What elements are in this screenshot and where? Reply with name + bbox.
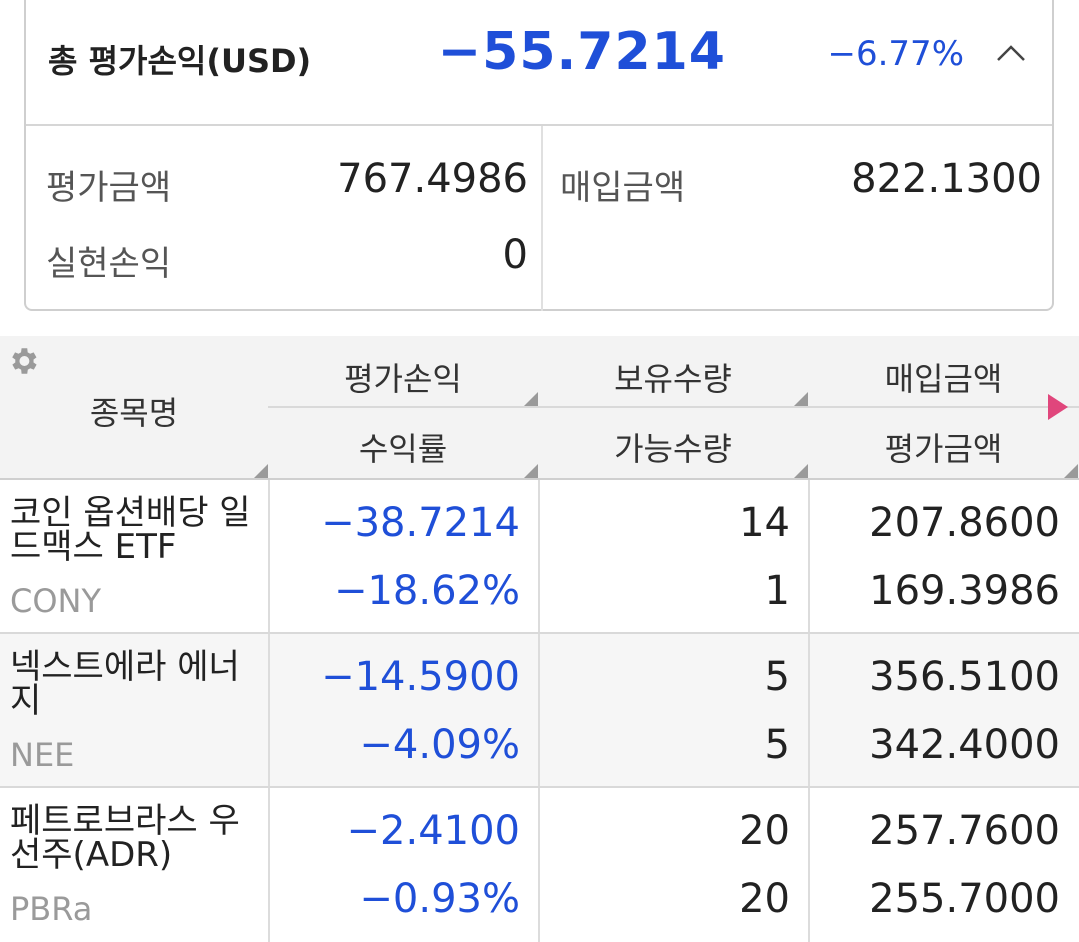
purchase-amount-label: 매입금액 [560, 168, 686, 208]
qty-value: 5 [764, 654, 790, 700]
summary-header[interactable]: 총 평가손익(USD) −55.7214 −6.77% [26, 0, 1052, 126]
header-row-divider [268, 406, 1079, 408]
table-row[interactable]: 넥스트에라 에너지 NEE −14.5900 −4.09% 5 5 356.51… [0, 634, 1079, 788]
column-divider [268, 480, 270, 632]
total-pnl-title: 총 평가손익(USD) [48, 42, 312, 80]
stock-ticker: CONY [10, 582, 102, 620]
eval-value: 342.4000 [869, 722, 1060, 768]
pnl-value: −14.5900 [321, 654, 520, 700]
column-divider [268, 634, 270, 786]
eval-amount-label: 평가금액 [46, 168, 172, 208]
column-divider [808, 480, 810, 632]
column-divider [538, 634, 540, 786]
column-divider [808, 634, 810, 786]
sort-corner-icon [794, 392, 808, 406]
column-divider [538, 480, 540, 632]
chevron-up-icon[interactable] [996, 38, 1026, 68]
sort-corner-icon [1064, 464, 1078, 478]
qty-value: 14 [739, 500, 790, 546]
header-qty[interactable]: 보유수량 [614, 360, 732, 398]
eval-value: 169.3986 [869, 568, 1060, 614]
header-purchase[interactable]: 매입금액 [884, 360, 1003, 398]
avail-value: 5 [764, 722, 790, 768]
header-pnl[interactable]: 평가손익 [344, 360, 462, 398]
purchase-value: 356.5100 [869, 654, 1060, 700]
eval-amount-value: 767.4986 [337, 156, 528, 202]
header-rate[interactable]: 수익률 [358, 430, 448, 468]
stock-ticker: PBRa [10, 890, 93, 928]
pnl-value: −38.7214 [321, 500, 520, 546]
purchase-amount-value: 822.1300 [851, 156, 1042, 202]
realized-pnl-label: 실현손익 [46, 244, 172, 284]
total-pnl-value: −55.7214 [437, 22, 726, 82]
column-divider [538, 788, 540, 942]
sort-corner-icon [794, 464, 808, 478]
total-pnl-rate: −6.77% [827, 34, 965, 74]
purchase-value: 207.8600 [869, 500, 1060, 546]
rate-value: −0.93% [359, 876, 520, 922]
realized-pnl-value: 0 [502, 232, 528, 278]
table-row[interactable]: 페트로브라스 우선주(ADR) PBRa −2.4100 −0.93% 20 2… [0, 788, 1079, 942]
gear-icon[interactable] [6, 344, 40, 378]
column-divider [808, 788, 810, 942]
purchase-value: 257.7600 [869, 808, 1060, 854]
pnl-value: −2.4100 [346, 808, 520, 854]
header-avail[interactable]: 가능수량 [614, 430, 732, 468]
rate-value: −18.62% [333, 568, 520, 614]
header-name[interactable]: 종목명 [89, 394, 179, 432]
avail-value: 20 [739, 876, 790, 922]
column-divider [268, 788, 270, 942]
table-row[interactable]: 코인 옵션배당 일드맥스 ETF CONY −38.7214 −18.62% 1… [0, 480, 1079, 634]
summary-divider [541, 126, 543, 311]
header-eval[interactable]: 평가금액 [884, 430, 1003, 468]
sort-corner-icon [254, 464, 268, 478]
stock-ticker: NEE [10, 736, 75, 774]
sort-corner-icon [524, 392, 538, 406]
stock-name: 코인 옵션배당 일드맥스 ETF [10, 493, 251, 567]
stock-name: 넥스트에라 에너지 [10, 647, 240, 721]
stock-name: 페트로브라스 우선주(ADR) [10, 801, 240, 875]
rate-value: −4.09% [359, 722, 520, 768]
avail-value: 1 [764, 568, 790, 614]
eval-value: 255.7000 [869, 876, 1060, 922]
table-header: 종목명 평가손익 수익률 보유수량 가능수량 매입금액 평가금액 [0, 336, 1079, 480]
qty-value: 20 [739, 808, 790, 854]
scroll-right-arrow-icon[interactable] [1048, 394, 1068, 424]
sort-corner-icon [524, 464, 538, 478]
summary-card: 총 평가손익(USD) −55.7214 −6.77% 평가금액 767.498… [24, 0, 1054, 311]
